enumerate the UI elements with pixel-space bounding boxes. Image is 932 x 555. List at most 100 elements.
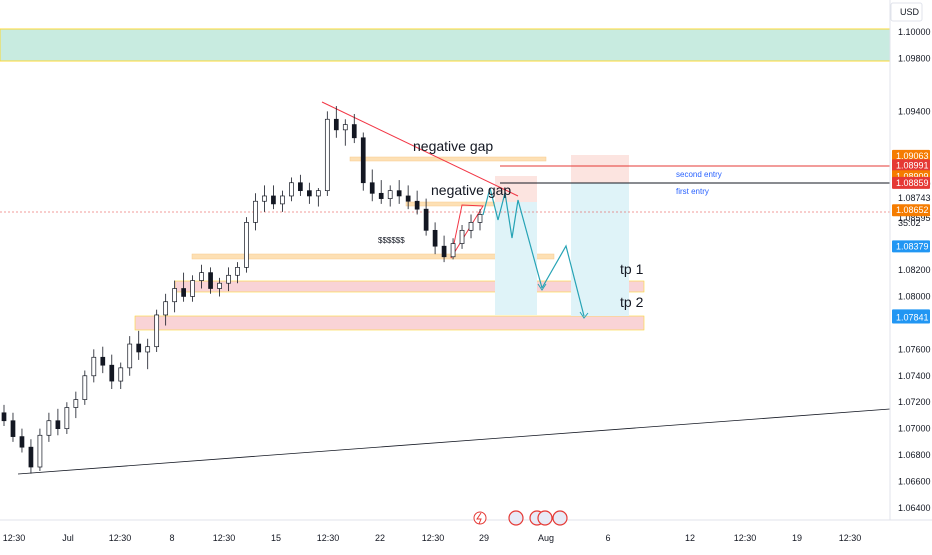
time-tick-label: 12:30 — [317, 533, 340, 543]
triangle-pattern — [450, 204, 484, 259]
time-axis[interactable]: 12:30 Jul 12:30 8 12:30 15 12:30 22 12:30 29 Aug 6 1… — [3, 533, 862, 543]
arrow-head-1-icon — [537, 283, 547, 291]
time-tick-label: 29 — [479, 533, 489, 543]
time-tick-label: 12:30 — [839, 533, 862, 543]
candle-body — [315, 190, 321, 197]
time-tick-label: 19 — [792, 533, 802, 543]
time-tick-label: 12 — [685, 533, 695, 543]
time-tick-label: Jul — [62, 533, 74, 543]
price-tick-label: 1.08743 — [898, 193, 931, 203]
tp2-zone — [134, 315, 645, 331]
candle-body — [396, 190, 402, 197]
candle-body — [271, 195, 276, 205]
price-tick-label: 1.07600 — [898, 344, 931, 354]
candle-body — [73, 399, 79, 408]
candle-body — [324, 118, 330, 192]
position-target-box-2 — [571, 183, 629, 316]
candle-body — [127, 343, 133, 369]
candle-body — [10, 420, 16, 437]
negative-gap-band-1 — [349, 156, 547, 162]
candle-body — [145, 346, 151, 353]
price-tick-label: 1.10000 — [898, 27, 931, 37]
candle-body — [477, 214, 483, 223]
candle-body — [450, 243, 456, 258]
candle-body — [199, 272, 204, 281]
candle-body — [172, 288, 177, 303]
candle-body — [154, 314, 160, 348]
candle-body — [19, 436, 25, 448]
candle-body — [262, 195, 267, 202]
price-tag-label: 1.08991 — [896, 160, 929, 170]
time-tick-label: 12:30 — [109, 533, 132, 543]
candle-body — [253, 200, 258, 223]
projection-path-2 — [541, 244, 585, 317]
first-entry-label: first entry — [676, 187, 709, 196]
candle-body — [414, 200, 420, 210]
candle-body — [217, 282, 222, 289]
candle-body — [28, 446, 34, 468]
price-tag-label: 1.09063 — [896, 151, 929, 161]
candle-body — [441, 245, 447, 258]
price-tag-box — [892, 159, 930, 172]
price-tag-label: 1.08652 — [896, 205, 929, 215]
lightning-icon[interactable] — [473, 511, 487, 525]
support-trendline[interactable] — [17, 408, 891, 475]
arrow-head-2-icon — [579, 311, 589, 319]
price-tag-label: 1.07841 — [896, 312, 929, 322]
candle-body — [432, 229, 438, 247]
position-target-box-1 — [495, 202, 537, 315]
price-tag-box — [892, 311, 930, 324]
candle-body — [82, 375, 88, 400]
price-tag-box — [892, 204, 930, 217]
negative-gap-label-1: negative gap — [413, 138, 493, 154]
flag-us-icon-4[interactable] — [552, 510, 568, 526]
second-entry-label: second entry — [676, 170, 722, 179]
price-tick-label: 1.06600 — [898, 477, 931, 487]
candle-body — [351, 124, 357, 139]
flag-us-icon-3[interactable] — [537, 510, 553, 526]
price-tick-label: 1.08200 — [898, 265, 931, 275]
position-stop-box-1 — [495, 176, 537, 202]
candle-body — [423, 208, 429, 231]
countdown-label: 35:02 — [898, 218, 921, 228]
candle-body — [136, 343, 142, 353]
candle-body — [289, 182, 294, 197]
candle-body — [387, 190, 393, 199]
candle-body — [298, 182, 303, 192]
currency-button[interactable] — [890, 2, 923, 22]
candle-body — [280, 195, 285, 205]
price-tick-label: 1.07400 — [898, 371, 931, 381]
candle-body — [342, 124, 348, 131]
resistance-trendline[interactable] — [321, 101, 519, 197]
price-tick-label: 1.09800 — [898, 53, 931, 63]
price-tick-label: 1.07200 — [898, 397, 931, 407]
time-tick-label: 22 — [375, 533, 385, 543]
liquidity-label: $$$$$$ — [378, 236, 405, 245]
candle-body — [46, 420, 52, 436]
flag-us-icon-1[interactable] — [508, 510, 524, 526]
negative-gap-label-2: negative gap — [431, 182, 511, 198]
candle-body — [333, 118, 339, 131]
candle-body — [405, 195, 411, 202]
price-tick-label: 1.09400 — [898, 106, 931, 116]
time-tick-label: 12:30 — [3, 533, 26, 543]
candle-body — [244, 222, 249, 268]
price-tag-label: 1.08859 — [896, 178, 929, 188]
price-tick-label: 1.06400 — [898, 503, 931, 513]
price-tick-label: 1.08000 — [898, 291, 931, 301]
candle-body — [208, 272, 213, 289]
event-icons — [473, 510, 568, 526]
candle-body — [459, 229, 465, 244]
time-tick-label: 8 — [169, 533, 174, 543]
candle-body — [64, 407, 70, 430]
candle-body — [369, 182, 375, 194]
candle-body — [109, 364, 115, 382]
candle-body — [226, 274, 231, 284]
resistance-zone — [0, 28, 891, 62]
currency-label: USD — [900, 7, 920, 17]
projection-path-1 — [482, 187, 543, 289]
time-tick-label: 12:30 — [734, 533, 757, 543]
